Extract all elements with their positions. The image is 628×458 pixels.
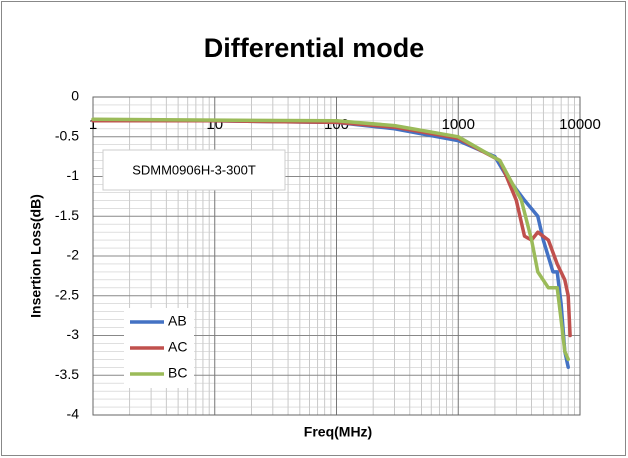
y-tick-label: -3 [67,326,80,342]
y-tick-label: -2.5 [55,286,79,302]
series-line [91,117,570,362]
annotation: SDMM0906H-3-300T [132,162,256,177]
y-axis-label: Insertion Loss(dB) [28,194,44,318]
x-tick-label: 1 [89,116,97,133]
annotation-box [102,149,286,191]
legend-label: AC [168,339,187,355]
x-axis-label: Freq(MHz) [304,424,372,440]
y-tick-label: 0 [71,88,79,104]
y-tick-label: -4 [67,406,80,422]
y-tick-label: -1.5 [55,207,79,223]
plot-border [92,96,581,416]
y-tick-label: -1 [67,167,80,183]
legend-label: BC [168,365,187,381]
chart-title: Differential mode [204,33,425,63]
y-tick-label: -2 [67,247,80,263]
legend-label: AB [168,313,187,329]
y-tick-label: -0.5 [55,127,79,143]
x-tick-label: 1000 [442,116,475,133]
y-tick-label: -3.5 [55,366,79,382]
x-tick-label: 10000 [559,116,601,133]
